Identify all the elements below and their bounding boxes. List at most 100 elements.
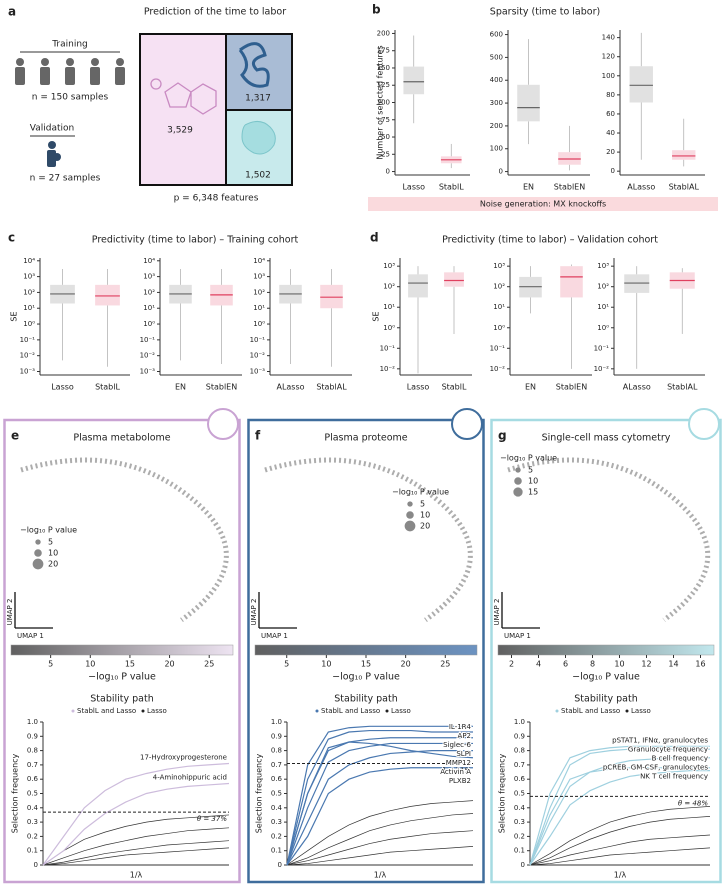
y-tick-label: 0.1	[271, 847, 282, 855]
background-path	[42, 814, 230, 866]
annotation: IL-1R4	[449, 723, 472, 731]
box	[95, 284, 120, 306]
y-tick-label: 100	[490, 145, 503, 153]
stability-path	[42, 782, 230, 866]
umap-shape	[264, 457, 473, 623]
panel-frame	[247, 418, 485, 884]
umap-shape	[20, 457, 229, 623]
stability-title: Stability path	[90, 694, 154, 705]
legend-dot	[315, 709, 319, 713]
panel-title: Predictivity (time to labor) – Validatio…	[442, 235, 658, 246]
colorbar-label: −log₁₀ P value	[572, 672, 640, 683]
umap-title: Single-cell mass cytometry	[542, 433, 671, 444]
y-tick-label: 0.8	[271, 747, 282, 755]
box	[672, 150, 696, 160]
legend-dot	[555, 709, 559, 713]
colorbar	[10, 644, 234, 656]
legend-dot	[385, 709, 389, 713]
y-tick-label: 140	[602, 34, 615, 42]
colorbar-tick-label: 15	[125, 660, 135, 669]
background-path	[529, 834, 711, 866]
panel-letter: a	[8, 5, 16, 19]
y-tick-label: 0.6	[27, 775, 39, 783]
y-tick-label: 10⁻¹	[380, 344, 396, 352]
legend-dot	[71, 709, 75, 713]
y-tick-label: 10⁴	[143, 257, 155, 265]
colorbar-tick-label: 6	[563, 660, 568, 669]
umap-x-label: UMAP 1	[17, 632, 44, 640]
stability-path	[286, 725, 473, 866]
x-tick-label: Lasso	[51, 383, 74, 392]
y-tick-label: 60	[606, 110, 615, 118]
y-tick-label: 10⁰	[597, 324, 609, 332]
training-people	[15, 58, 125, 85]
y-tick-label: 10²	[383, 283, 395, 291]
x-axis-label: 1/λ	[130, 871, 143, 880]
colorbar-tick-label: 14	[668, 660, 678, 669]
panel-letter: e	[11, 429, 19, 443]
size-legend-dot	[34, 549, 42, 557]
annotation: MMP12	[446, 759, 471, 767]
x-tick-label: ALasso	[623, 383, 651, 392]
threshold-label: θ = 71%	[441, 766, 472, 774]
background-path	[529, 816, 711, 866]
panel-icon	[207, 408, 239, 440]
y-tick-label: 10³	[383, 262, 395, 270]
background-path	[286, 830, 474, 866]
size-legend-label: 20	[48, 560, 58, 569]
panel-letter: d	[370, 231, 379, 245]
x-tick-label: Lasso	[402, 183, 425, 192]
y-tick-label: 10²	[143, 288, 155, 296]
y-tick-label: 10⁻¹	[140, 336, 156, 344]
y-tick-label: 0.5	[514, 790, 525, 798]
y-tick-label: 0.8	[27, 747, 38, 755]
panel-icon	[451, 408, 483, 440]
y-axis-label: Number of selected features	[376, 45, 385, 159]
stability-title: Stability path	[574, 694, 638, 705]
size-legend-label: 20	[420, 522, 430, 531]
y-tick-label: 300	[490, 99, 503, 107]
annotation: Granulocyte frequency	[628, 745, 708, 753]
annotation: PLXB2	[449, 777, 471, 785]
y-tick-label: 125	[377, 81, 390, 89]
legend-label: StablL and Lasso	[561, 707, 620, 715]
colorbar-tick-label: 20	[164, 660, 174, 669]
y-tick-label: 0.2	[514, 832, 525, 840]
y-tick-label: 400	[490, 76, 503, 84]
size-legend-dot	[406, 511, 414, 519]
colorbar-label: −log₁₀ P value	[88, 672, 156, 683]
size-legend-label: 5	[528, 466, 533, 475]
y-tick-label: 0.4	[27, 804, 39, 812]
x-tick-label: StablEN	[206, 383, 237, 392]
x-tick-label: StablAL	[667, 383, 698, 392]
y-tick-label: 0.1	[514, 847, 525, 855]
x-tick-label: EN	[175, 383, 186, 392]
umap-y-label: UMAP 2	[6, 599, 14, 626]
y-tick-label: 0	[611, 167, 615, 175]
protein-icon	[238, 42, 270, 88]
panel-title: Prediction of the time to labor	[144, 7, 286, 18]
y-tick-label: 0.2	[27, 832, 38, 840]
proteome-count: 1,317	[245, 94, 271, 104]
y-tick-label: 10⁰	[23, 320, 35, 328]
box	[560, 266, 583, 298]
colorbar-label: −log₁₀ P value	[332, 672, 400, 683]
background-path	[42, 827, 230, 866]
y-tick-label: 0.9	[27, 732, 38, 740]
panel-letter: c	[8, 231, 15, 245]
validation-n: n = 27 samples	[30, 174, 101, 184]
annotation: pSTAT1, IFNα, granulocytes	[612, 736, 708, 744]
y-tick-label: 10³	[23, 273, 35, 281]
size-legend-dot	[514, 477, 522, 485]
umap-y-label: UMAP 2	[250, 599, 258, 626]
y-tick-label: 10⁻²	[594, 365, 610, 373]
size-legend-label: 10	[528, 477, 538, 486]
stability-path	[529, 748, 710, 866]
stability-path	[529, 767, 710, 866]
validation-person	[47, 141, 61, 167]
stability-path	[529, 770, 710, 866]
umap-shape	[507, 457, 711, 623]
y-tick-label: 0.9	[514, 732, 525, 740]
legend-label: Lasso	[147, 707, 167, 715]
